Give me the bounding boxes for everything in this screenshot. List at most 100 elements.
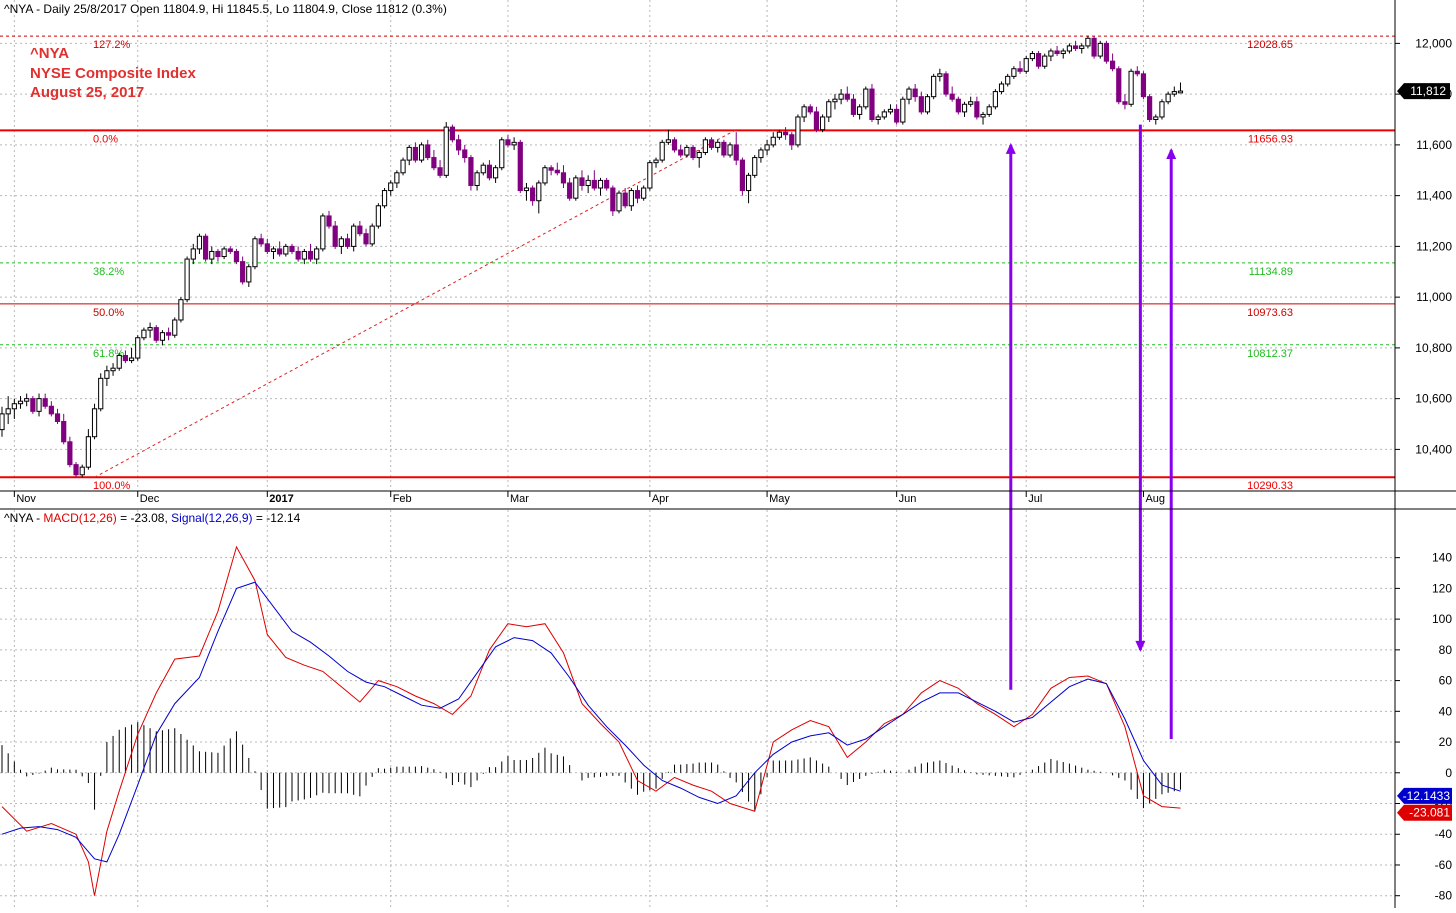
candle: [1147, 94, 1153, 123]
candle: [1048, 48, 1054, 62]
candle: [431, 149, 437, 171]
candle-body: [437, 167, 443, 176]
candle: [758, 147, 764, 163]
candle: [252, 236, 258, 270]
candle-body: [1128, 70, 1134, 105]
candle-body: [1153, 116, 1159, 121]
macd-header-prefix: ^NYA -: [4, 511, 43, 525]
candle-body: [678, 149, 684, 156]
candle-body: [1165, 93, 1171, 103]
fib-level-value: 11134.89: [1249, 266, 1293, 278]
candle-body: [739, 159, 745, 192]
candle-body: [567, 182, 573, 199]
candle-body: [505, 139, 511, 146]
candle: [122, 350, 129, 364]
x-tick-label: Feb: [393, 493, 412, 505]
price-y-tick-label: 12,000: [1415, 36, 1452, 50]
candle: [449, 124, 456, 143]
candle: [653, 157, 659, 168]
candle: [857, 104, 863, 120]
candle: [215, 248, 221, 262]
x-tick-label: May: [769, 493, 790, 505]
candle: [283, 243, 289, 257]
candle-body: [122, 355, 129, 362]
candle: [437, 160, 443, 178]
candle: [289, 243, 295, 254]
candle: [733, 132, 739, 166]
candle: [486, 160, 493, 181]
candle: [505, 134, 511, 148]
candle: [165, 327, 172, 341]
candle-body: [937, 73, 943, 77]
candle: [647, 160, 653, 191]
candle-body: [443, 126, 449, 176]
candle-body: [295, 250, 301, 260]
candle-body: [79, 466, 85, 476]
candle-body: [634, 190, 641, 199]
candle: [11, 398, 17, 419]
candle-body: [671, 139, 678, 151]
candle-body: [1017, 68, 1023, 72]
candle-body: [980, 113, 986, 118]
candle-body: [493, 167, 499, 179]
candle: [820, 114, 826, 133]
candle-body: [869, 88, 875, 121]
candle: [233, 248, 240, 265]
candle-body: [863, 88, 869, 108]
candle: [998, 81, 1005, 95]
candle-body: [1116, 68, 1122, 103]
candle: [1177, 82, 1184, 94]
candle: [258, 233, 264, 247]
candle: [184, 256, 190, 303]
candle: [832, 94, 838, 110]
fib-level-value: 10973.63: [1247, 307, 1293, 319]
candle-body: [258, 238, 264, 245]
candle: [838, 89, 844, 105]
candle-body: [1140, 73, 1147, 98]
candle-body: [1060, 50, 1066, 55]
candle: [955, 96, 961, 115]
candle: [659, 139, 665, 163]
candle-body: [906, 88, 912, 100]
candle: [943, 71, 949, 97]
price-y-tick-label: 10,400: [1415, 442, 1452, 456]
candle-body: [573, 177, 579, 199]
candle: [776, 129, 783, 140]
x-tick-label: 2017: [269, 493, 293, 505]
candle-body: [721, 141, 727, 156]
x-tick-label: Jun: [899, 493, 917, 505]
candle: [560, 165, 567, 189]
candle: [159, 330, 166, 346]
last-close-badge: 11,812: [1397, 83, 1450, 100]
arrow-head: [1166, 147, 1177, 159]
candle-body: [486, 164, 493, 179]
price-header: ^NYA - Daily 25/8/2017 Open 11804.9, Hi …: [4, 2, 447, 16]
candle-body: [246, 266, 252, 283]
candle-body: [665, 139, 671, 143]
price-y-tick-label: 11,000: [1416, 290, 1452, 304]
candle: [351, 223, 357, 252]
candle-body: [141, 329, 147, 339]
candle-body: [708, 139, 715, 148]
candle: [1023, 56, 1029, 74]
candle-body: [468, 157, 474, 186]
candle: [128, 347, 135, 364]
candle-body: [480, 164, 486, 174]
last-close-badge-text: 11,812: [1410, 84, 1446, 98]
fib-level-pct: 0.0%: [93, 133, 118, 145]
candle: [554, 162, 560, 176]
candle: [1103, 40, 1110, 64]
candle: [974, 96, 980, 120]
candle-body: [462, 149, 468, 159]
signal-header-label: Signal(12,26,9): [171, 511, 252, 525]
candle-body: [585, 179, 591, 186]
candle-body: [375, 205, 381, 227]
candle-body: [357, 225, 363, 235]
candle: [634, 185, 641, 204]
candle-body: [209, 250, 215, 260]
candle-body: [425, 144, 431, 159]
candle-body: [764, 144, 770, 151]
candle-body: [5, 408, 11, 415]
